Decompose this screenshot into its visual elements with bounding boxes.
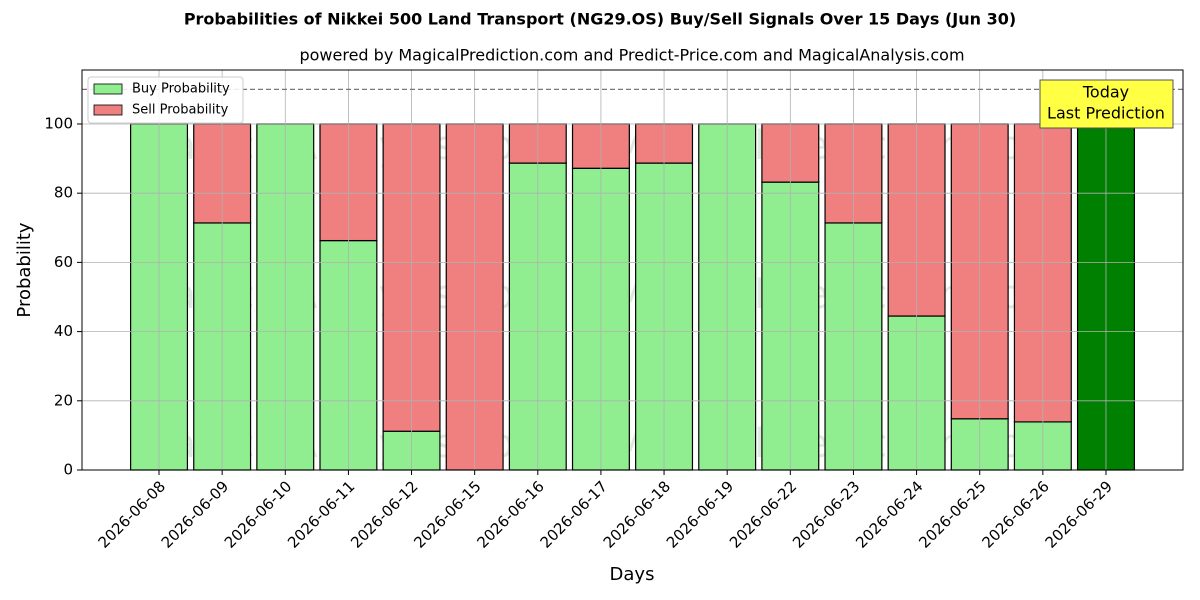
chart-title: Probabilities of Nikkei 500 Land Transpo… xyxy=(184,10,1016,29)
legend-swatch xyxy=(93,104,123,116)
x-tick-label: 2026-06-09 xyxy=(158,477,232,551)
x-tick-label: 2026-06-29 xyxy=(1042,477,1116,551)
x-tick-label: 2026-06-15 xyxy=(410,477,484,551)
y-tick-label: 0 xyxy=(63,461,73,479)
x-tick-label: 2026-06-08 xyxy=(95,477,169,551)
y-tick-label: 40 xyxy=(54,322,73,340)
y-axis-label: Probability xyxy=(14,222,35,317)
x-tick-label: 2026-06-26 xyxy=(978,477,1052,551)
x-tick-label: 2026-06-17 xyxy=(537,477,611,551)
legend-label: Buy Probability xyxy=(132,82,230,97)
x-axis-label: Days xyxy=(610,564,655,585)
chart-subtitle: powered by MagicalPrediction.com and Pre… xyxy=(299,46,964,65)
y-tick-label: 80 xyxy=(54,184,73,202)
x-tick-label: 2026-06-10 xyxy=(221,477,295,551)
legend-swatch xyxy=(93,83,123,95)
x-tick-label: 2026-06-19 xyxy=(663,477,737,551)
x-tick-label: 2026-06-16 xyxy=(473,477,547,551)
legend-box xyxy=(87,76,244,124)
legend-label: Sell Probability xyxy=(132,103,229,118)
x-tick-label: 2026-06-11 xyxy=(284,477,358,551)
plot-frame xyxy=(81,69,1184,471)
x-tick-label: 2026-06-24 xyxy=(852,477,926,551)
y-tick-label: 100 xyxy=(44,114,73,132)
y-tick-label: 60 xyxy=(54,253,73,271)
x-tick-label: 2026-06-22 xyxy=(726,477,800,551)
y-tick-label: 20 xyxy=(54,391,73,409)
annotation-box xyxy=(1039,79,1174,129)
x-tick-label: 2026-06-25 xyxy=(915,477,989,551)
x-tick-label: 2026-06-18 xyxy=(600,477,674,551)
annotation-text: Last Prediction xyxy=(1047,104,1165,123)
x-tick-label: 2026-06-12 xyxy=(347,477,421,551)
x-tick-label: 2026-06-23 xyxy=(789,477,863,551)
annotation-text: Today xyxy=(1082,83,1129,102)
